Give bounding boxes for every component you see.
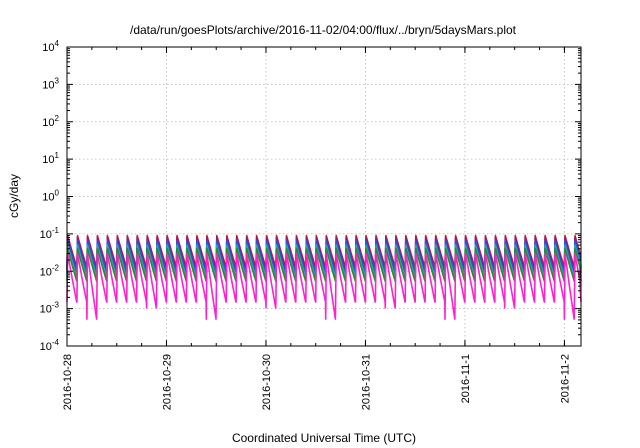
y-axis-label: cGy/day [7,174,21,218]
x-axis: 2016-10-28 2016-10-29 2016-10-30 2016-10-31… [62,47,571,410]
x-axis-label: Coordinated Universal Time (UTC) [232,431,416,445]
x-tick-label: 2016-10-31 [360,354,372,410]
y-tick-label: 103 [42,76,59,91]
x-tick-label: 2016-10-28 [62,354,74,410]
x-tick-label: 2016-10-30 [261,354,273,410]
series-line-6 [66,252,582,320]
y-tick-label: 10-2 [40,263,60,278]
x-tick-label: 2016-11-1 [460,354,472,403]
y-tick-label: 10-1 [40,226,60,241]
chart-title: /data/run/goesPlots/archive/2016-11-02/0… [130,23,517,37]
series-group [66,234,582,320]
x-tick-label: 2016-11-2 [559,354,571,403]
y-tick-label: 104 [42,39,59,54]
y-tick-label: 100 [42,189,59,204]
y-axis: 10-4 10-3 10-2 10-1 100 101 102 103 104 [40,39,581,353]
x-tick-label: 2016-10-29 [161,354,173,410]
y-tick-label: 102 [42,114,59,129]
y-tick-label: 101 [42,151,59,166]
y-tick-label: 10-3 [40,301,60,316]
y-tick-label: 10-4 [40,338,60,353]
